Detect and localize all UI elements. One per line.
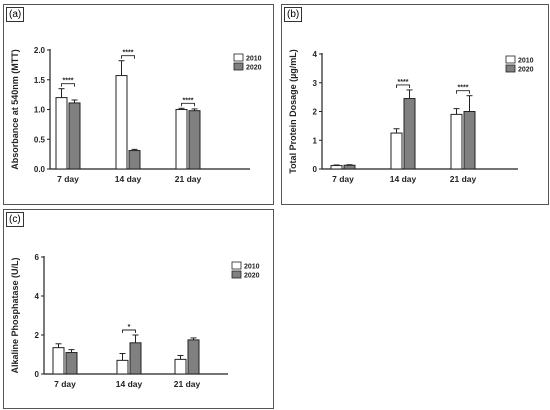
bar-2020-7-day (65, 352, 78, 375)
bar-2020-21-day (187, 339, 200, 375)
bar-2010-7-day (55, 97, 68, 170)
y-tick-label: 3 (313, 79, 318, 88)
chart-panel-b: 0 1 2 3 4 Total Protein Dosage (µg/mL) 7 day **… (281, 4, 549, 205)
bar-2020-7-day (68, 102, 81, 170)
panel-label-b: (b) (284, 7, 303, 22)
legend-label-2020: 2020 (518, 67, 534, 74)
chart-panel-a: 0.0 0.5 1.0 1.5 2.0 Absorbance at 540nm (MTT)… (3, 4, 274, 205)
x-tick-label: 14 day (390, 174, 417, 184)
bar-2010-7-day (330, 165, 343, 170)
y-tick-label: 4 (313, 50, 318, 59)
y-tick-label: 2 (313, 108, 318, 117)
significance-label: **** (398, 79, 409, 86)
significance-bracket (122, 329, 136, 333)
bar-2020-14-day (403, 98, 416, 170)
x-tick-label: 14 day (116, 379, 143, 389)
y-tick-label: 0.5 (34, 135, 46, 144)
bar-2010-21-day (175, 109, 188, 170)
legend-swatch-2010 (505, 55, 516, 64)
significance-label: * (128, 324, 131, 331)
panel-label-c: (c) (6, 212, 24, 227)
chart-b-svg: 0 1 2 3 4 Total Protein Dosage (µg/mL) 7 day **… (288, 49, 534, 184)
bar-2020-7-day (343, 164, 356, 170)
bar-2020-21-day (463, 111, 476, 170)
legend-swatch-2010 (231, 261, 242, 270)
legend-swatch-2010 (233, 53, 244, 62)
y-tick-label: 6 (35, 253, 40, 262)
bar-2010-7-day (52, 347, 65, 375)
x-tick-label: 21 day (174, 379, 201, 389)
legend-label-2010: 2010 (518, 58, 534, 65)
significance-label: **** (183, 97, 194, 104)
chart-panel-c: 0 2 4 6 Alkaline Phosphatase (U/L) 7 day * 14 d… (3, 209, 274, 409)
panel-label-a: (a) (6, 7, 25, 22)
legend-label-2020: 2020 (246, 65, 262, 72)
y-tick-label: 2 (35, 331, 40, 340)
bar-2010-21-day (174, 358, 187, 375)
y-axis-label: Absorbance at 540nm (MTT) (10, 49, 20, 170)
y-tick-label: 2.0 (34, 46, 46, 55)
chart-a-svg: 0.0 0.5 1.0 1.5 2.0 Absorbance at 540nm (MTT)… (10, 46, 262, 184)
legend-label-2020: 2020 (244, 273, 260, 280)
x-tick-label: 21 day (175, 174, 202, 184)
y-tick-label: 0 (35, 370, 40, 379)
significance-label: **** (63, 78, 74, 85)
significance-bracket (396, 84, 410, 88)
x-tick-label: 7 day (57, 174, 79, 184)
x-tick-label: 21 day (450, 174, 477, 184)
x-tick-label: 7 day (54, 379, 76, 389)
y-tick-label: 0.0 (34, 165, 46, 174)
bar-2020-14-day (128, 150, 141, 170)
y-tick-label: 1 (313, 136, 318, 145)
y-tick-label: 1.5 (34, 76, 46, 85)
legend-swatch-2020 (233, 62, 244, 71)
x-tick-label: 7 day (332, 174, 354, 184)
bar-2020-14-day (129, 342, 142, 375)
bar-2010-14-day (115, 75, 128, 170)
legend-swatch-2020 (231, 270, 242, 279)
legend-label-2010: 2010 (244, 264, 260, 271)
legend-label-2010: 2010 (246, 56, 262, 63)
significance-bracket (456, 90, 470, 94)
significance-bracket (181, 102, 195, 107)
y-tick-label: 4 (35, 292, 40, 301)
x-tick-label: 14 day (115, 174, 142, 184)
chart-c-svg: 0 2 4 6 Alkaline Phosphatase (U/L) 7 day * 14 d… (10, 253, 260, 389)
significance-label: **** (458, 85, 469, 92)
significance-bracket (61, 83, 75, 87)
bar-2010-21-day (450, 113, 463, 170)
y-axis-label: Total Protein Dosage (µg/mL) (288, 49, 298, 174)
bar-2010-14-day (116, 359, 129, 375)
y-tick-label: 1.0 (34, 106, 46, 115)
y-tick-label: 0 (313, 165, 318, 174)
bar-2010-14-day (390, 132, 403, 170)
y-axis-label: Alkaline Phosphatase (U/L) (10, 257, 20, 373)
bar-2020-21-day (188, 110, 201, 170)
legend-swatch-2020 (505, 64, 516, 73)
significance-label: **** (123, 50, 134, 57)
significance-bracket (121, 55, 135, 59)
